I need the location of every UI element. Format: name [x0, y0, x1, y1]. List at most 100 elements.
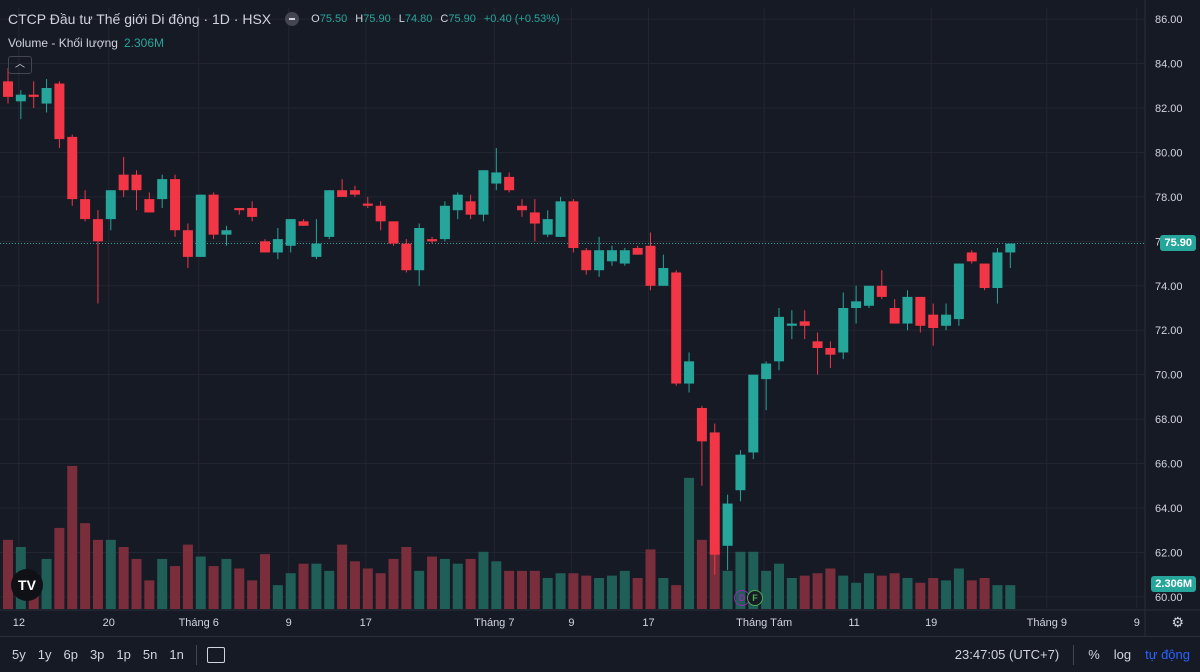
candle-body[interactable]	[504, 176, 515, 191]
candle-body[interactable]	[272, 239, 283, 253]
candle-body[interactable]	[375, 205, 386, 222]
candle-body[interactable]	[388, 221, 399, 244]
candle-body[interactable]	[3, 81, 13, 97]
candle-body[interactable]	[80, 199, 91, 220]
candle-body[interactable]	[195, 194, 206, 257]
candle-body[interactable]	[311, 243, 322, 257]
candle-body[interactable]	[337, 190, 348, 197]
candle-body[interactable]	[594, 250, 605, 271]
candle-body[interactable]	[465, 201, 476, 215]
candle-body[interactable]	[439, 205, 450, 240]
candle-body[interactable]	[696, 408, 707, 442]
candle-body[interactable]	[568, 201, 579, 248]
candle-body[interactable]	[799, 321, 810, 326]
candle-body[interactable]	[555, 201, 566, 237]
candle-body[interactable]	[774, 316, 784, 362]
candle-body[interactable]	[144, 199, 155, 213]
gear-icon[interactable]: ⚙	[1171, 614, 1184, 630]
candle-body[interactable]	[645, 245, 656, 286]
candle-body[interactable]	[491, 172, 502, 184]
candle-body[interactable]	[452, 194, 463, 211]
tradingview-logo[interactable]: TV	[11, 569, 43, 601]
candle-body[interactable]	[170, 179, 181, 231]
candle-body[interactable]	[838, 308, 849, 353]
candle-body[interactable]	[581, 250, 592, 271]
candle-body[interactable]	[182, 230, 193, 257]
range-1n[interactable]: 1n	[169, 647, 184, 662]
candle-body[interactable]	[247, 208, 258, 217]
candle-body[interactable]	[902, 296, 913, 324]
candle-body[interactable]	[517, 205, 527, 211]
candle-body[interactable]	[234, 208, 245, 211]
candle-body[interactable]	[606, 250, 617, 262]
candle-body[interactable]	[786, 323, 797, 326]
hide-series-icon[interactable]	[285, 12, 300, 26]
candle-body[interactable]	[427, 239, 438, 242]
candle-body[interactable]	[941, 314, 952, 326]
candle-body[interactable]	[671, 272, 682, 384]
candle-body[interactable]	[401, 243, 412, 271]
candle-body[interactable]	[889, 308, 900, 324]
range-5n[interactable]: 5n	[142, 647, 158, 662]
volume-legend[interactable]: Volume - Khối lượng 2.306M	[8, 36, 164, 50]
candle-body[interactable]	[324, 190, 335, 237]
range-5y[interactable]: 5y	[12, 647, 26, 662]
candle-body[interactable]	[748, 374, 759, 453]
candle-body[interactable]	[478, 170, 489, 215]
chevron-up-icon[interactable]: ︿	[8, 56, 32, 74]
candle-body[interactable]	[658, 268, 669, 286]
candle-body[interactable]	[953, 263, 964, 320]
candle-body[interactable]	[735, 454, 746, 491]
candle-body[interactable]	[812, 341, 823, 348]
candle-body[interactable]	[298, 221, 309, 226]
candle-body[interactable]	[349, 190, 360, 195]
candle-body[interactable]	[157, 179, 168, 200]
candle-body[interactable]	[619, 250, 630, 264]
candle-body[interactable]	[28, 94, 39, 97]
range-1y[interactable]: 1y	[37, 647, 52, 662]
candle-body[interactable]	[979, 263, 990, 288]
candle-body[interactable]	[529, 212, 540, 224]
volume-bar	[272, 585, 283, 609]
candle-body[interactable]	[54, 83, 65, 140]
candle-body[interactable]	[414, 228, 425, 271]
calendar-icon[interactable]	[206, 646, 225, 663]
candle-body[interactable]	[825, 348, 836, 355]
log-toggle[interactable]: log	[1113, 647, 1132, 662]
candle-body[interactable]	[684, 361, 695, 384]
candle-body[interactable]	[761, 363, 772, 380]
candle-body[interactable]	[709, 432, 720, 555]
candle-body[interactable]	[15, 94, 26, 102]
candle-body[interactable]	[876, 285, 887, 297]
candle-body[interactable]	[131, 174, 142, 191]
candle-body[interactable]	[915, 296, 926, 326]
candle-body[interactable]	[105, 190, 116, 220]
candle-body[interactable]	[118, 174, 129, 191]
candle-body[interactable]	[928, 314, 939, 328]
range-3p[interactable]: 3p	[89, 647, 105, 662]
candle-body[interactable]	[92, 219, 103, 242]
candle-body[interactable]	[208, 194, 219, 235]
price-chart[interactable]: 86.0084.0082.0080.0078.0076.0074.0072.00…	[0, 0, 1200, 636]
candle-body[interactable]	[632, 248, 643, 255]
candle-body[interactable]	[851, 301, 862, 308]
candle-body[interactable]	[362, 203, 373, 206]
candle-body[interactable]	[722, 503, 733, 546]
candle-body[interactable]	[221, 230, 232, 235]
candle-body[interactable]	[285, 219, 296, 246]
candle-body[interactable]	[966, 252, 977, 262]
auto-scale-toggle[interactable]: tự động	[1145, 647, 1190, 662]
range-1p[interactable]: 1p	[116, 647, 131, 662]
candle-body[interactable]	[41, 88, 52, 104]
candle-body[interactable]	[863, 285, 874, 306]
candle-body[interactable]	[67, 136, 78, 200]
clock-time[interactable]: 23:47:05 (UTC+7)	[954, 647, 1060, 662]
candle-body[interactable]	[992, 252, 1003, 288]
symbol-title[interactable]: CTCP Đầu tư Thế giới Di động · 1D · HSX	[8, 11, 272, 27]
percent-toggle[interactable]: %	[1088, 647, 1100, 662]
candle-body[interactable]	[542, 219, 553, 235]
candle-body[interactable]	[260, 241, 270, 253]
range-6p[interactable]: 6p	[63, 647, 78, 662]
candle-body[interactable]	[1005, 243, 1016, 253]
financials-event-icon[interactable]: F	[747, 590, 763, 606]
